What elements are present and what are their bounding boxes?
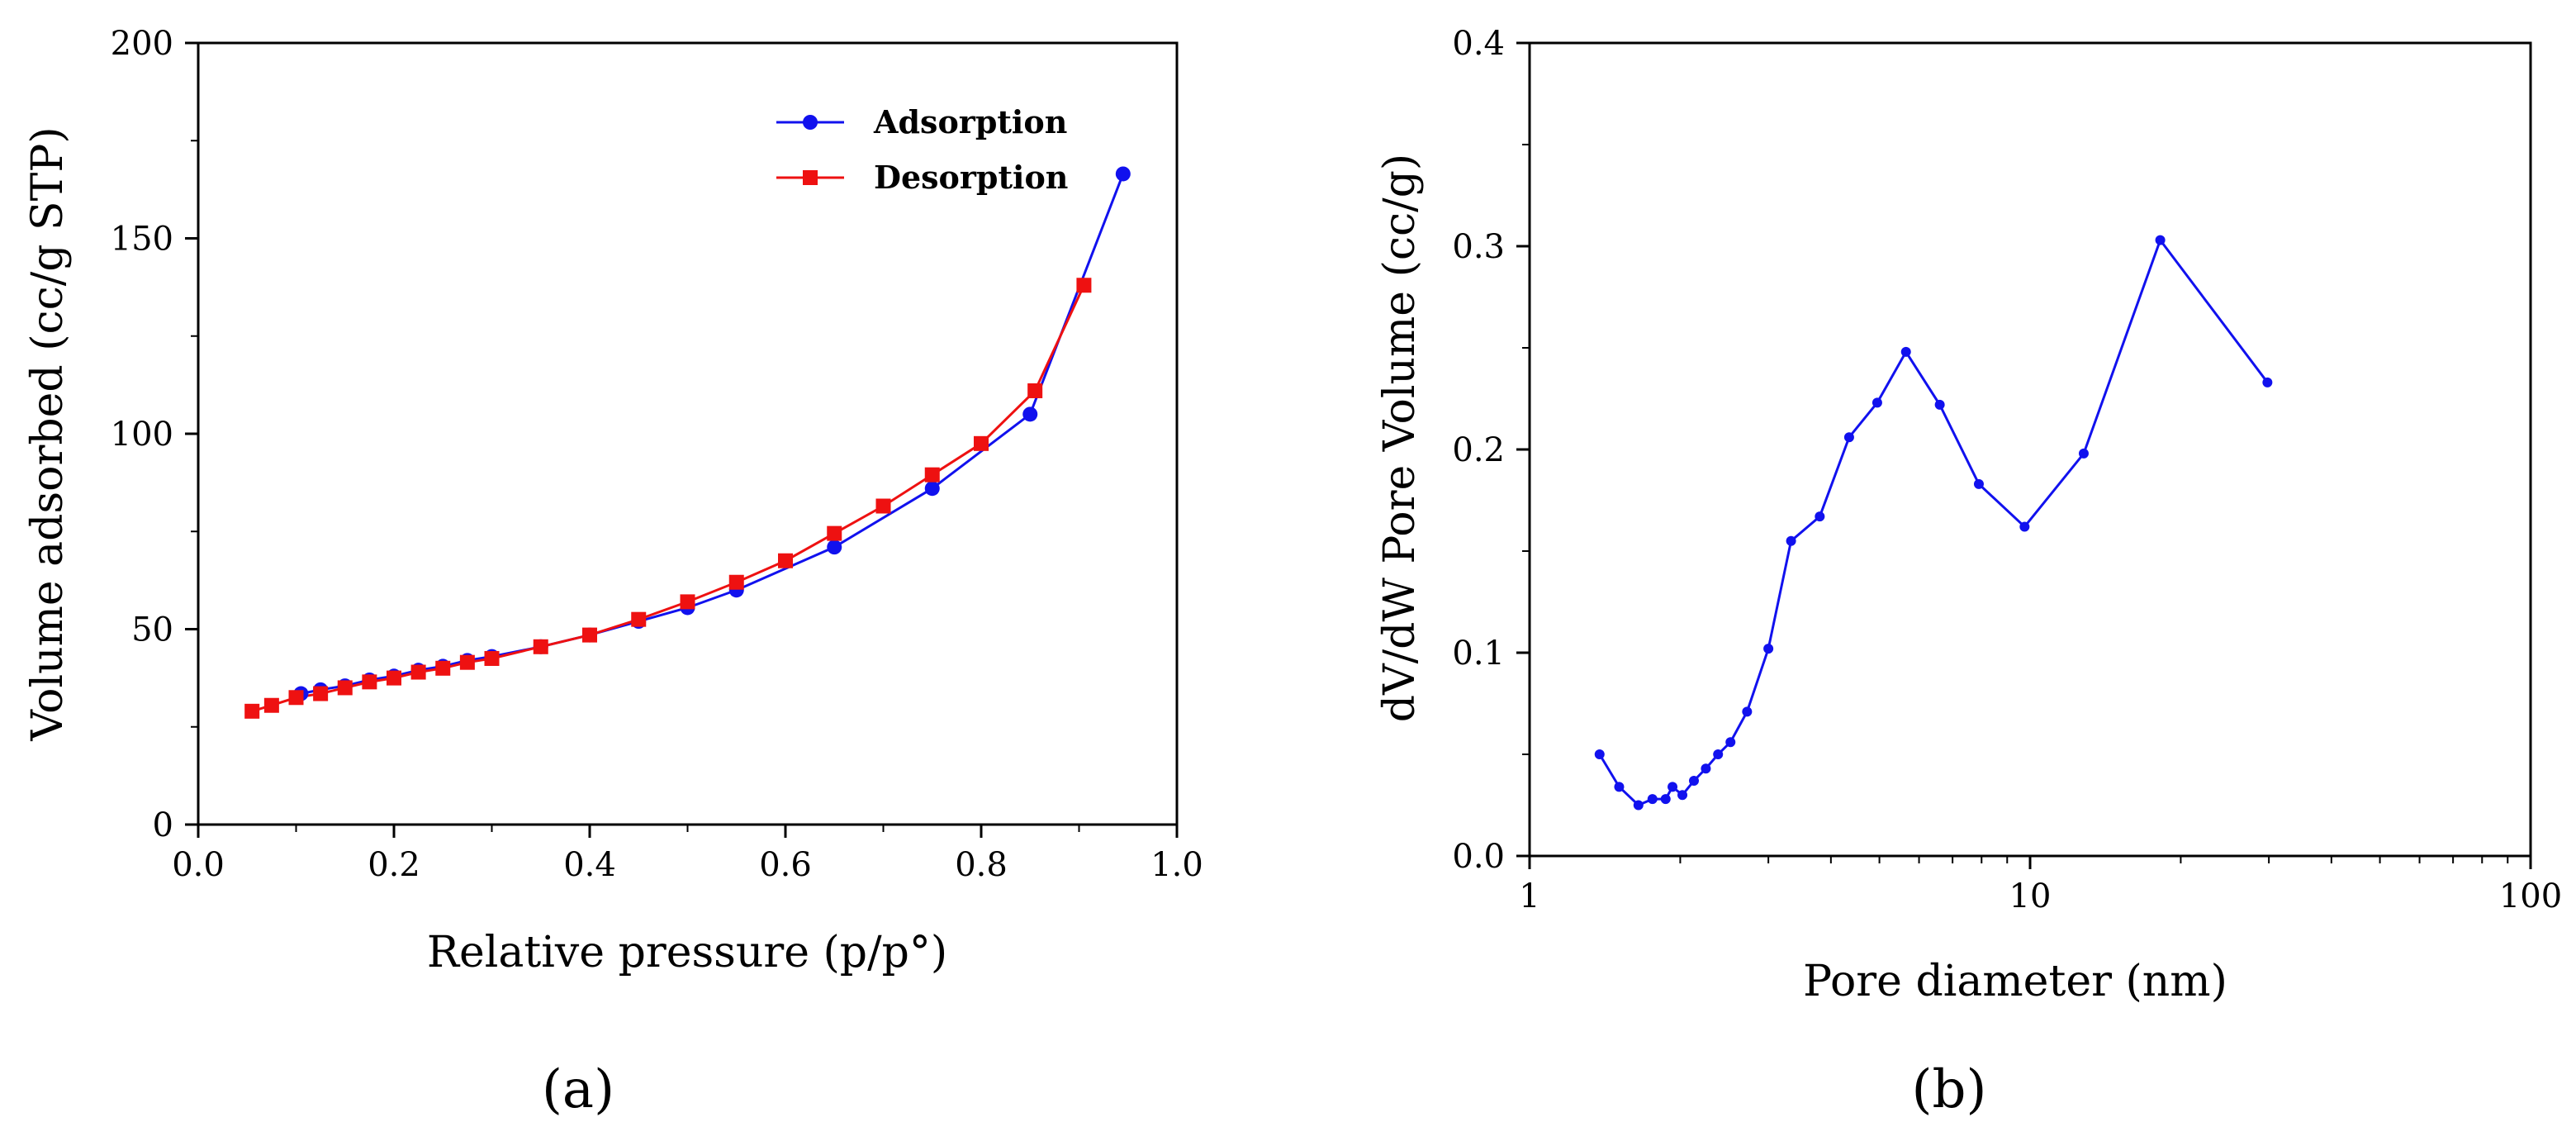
data-point-pore-volume — [1677, 790, 1688, 801]
y-axis-label-a: Volume adsorbed (cc/g STP) — [23, 126, 73, 741]
data-point-desorption — [362, 674, 377, 690]
data-point-desorption — [875, 498, 891, 514]
data-point-pore-volume — [2078, 448, 2089, 459]
y-tick-label-b: 0.4 — [1452, 25, 1505, 63]
x-tick-label-a: 0.2 — [368, 846, 420, 884]
data-point-pore-volume — [2262, 377, 2273, 387]
legend-marker-desorption — [803, 170, 818, 185]
y-tick-label-a: 200 — [111, 25, 173, 63]
x-ticks-a: 0.0 0.2 0.4 0.6 0.8 1.0 — [172, 825, 1203, 884]
legend-a: Adsorption Desorption — [776, 103, 1068, 196]
legend-label-desorption: Desorption — [874, 159, 1068, 196]
data-point-pore-volume — [1713, 749, 1724, 759]
y-tick-label-a: 150 — [111, 221, 173, 259]
data-point-pore-volume — [1668, 782, 1678, 792]
data-point-desorption — [1027, 383, 1043, 398]
legend-marker-adsorption — [803, 115, 818, 130]
data-point-desorption — [313, 686, 329, 701]
x-tick-label-b: 100 — [2499, 877, 2562, 915]
x-tick-label-a: 0.4 — [563, 846, 616, 884]
series-b — [1594, 235, 2273, 811]
data-point-pore-volume — [1594, 749, 1605, 759]
data-point-desorption — [244, 703, 260, 719]
data-point-pore-volume — [1763, 644, 1774, 654]
y-tick-label-a: 0 — [153, 806, 173, 844]
data-point-pore-volume — [1633, 800, 1644, 811]
series-a — [244, 166, 1131, 719]
data-point-desorption — [263, 697, 279, 713]
x-tick-label-b: 10 — [2009, 877, 2052, 915]
data-point-desorption — [337, 680, 353, 696]
y-tick-label-a: 100 — [111, 416, 173, 454]
data-point-desorption — [680, 594, 695, 610]
data-point-pore-volume — [1688, 775, 1699, 786]
data-point-desorption — [288, 690, 304, 706]
y-ticks-a: 0 50 100 150 200 — [111, 25, 198, 844]
caption-a: (a) — [542, 1059, 614, 1120]
data-point-pore-volume — [1973, 478, 1984, 489]
data-point-desorption — [484, 650, 500, 666]
data-point-desorption — [728, 574, 744, 590]
y-axis-label-b: dV/dW Pore Volume (cc/g) — [1375, 154, 1425, 722]
data-point-pore-volume — [1786, 535, 1796, 546]
data-point-pore-volume — [1742, 706, 1753, 717]
data-point-desorption — [435, 660, 451, 676]
data-point-adsorption — [924, 481, 940, 497]
data-point-pore-volume — [2155, 235, 2166, 245]
x-tick-label-b: 1 — [1519, 877, 1539, 915]
data-point-pore-volume — [1872, 397, 1882, 408]
panel-a: 0 50 100 150 200 0.0 0.2 0.4 0.6 0.8 1.0 Adsorpti… — [23, 25, 1203, 1120]
panel-b: 0.0 0.1 0.2 0.3 0.4 1 10 100 Pore diameter (nm… — [1375, 25, 2562, 1120]
caption-b: (b) — [1912, 1059, 1987, 1120]
data-point-adsorption — [827, 540, 842, 555]
x-axis-label-b: Pore diameter (nm) — [1803, 957, 2227, 1006]
x-tick-label-a: 0.6 — [759, 846, 812, 884]
series-line-desorption — [251, 284, 1085, 713]
data-point-desorption — [974, 435, 989, 451]
y-tick-label-b: 0.1 — [1452, 635, 1505, 673]
x-tick-label-a: 0.8 — [955, 846, 1008, 884]
data-point-desorption — [582, 627, 597, 643]
data-point-pore-volume — [1701, 763, 1711, 774]
series-line-adsorption — [301, 173, 1125, 696]
data-point-desorption — [459, 654, 475, 670]
y-tick-label-b: 0.3 — [1452, 228, 1505, 266]
x-axis-label-a: Relative pressure (p/p°) — [427, 928, 947, 977]
data-point-adsorption — [1115, 166, 1131, 182]
series-line-pore-volume — [1598, 237, 2269, 807]
data-point-adsorption — [1022, 406, 1038, 422]
data-point-desorption — [778, 553, 793, 568]
x-ticks-b: 1 10 100 — [1519, 856, 2562, 915]
y-tick-label-a: 50 — [131, 611, 173, 649]
y-tick-label-b: 0.2 — [1452, 431, 1505, 469]
data-point-pore-volume — [1815, 511, 1825, 522]
data-point-desorption — [533, 639, 548, 654]
legend-label-adsorption: Adsorption — [873, 103, 1067, 140]
data-point-desorption — [924, 467, 940, 483]
y-tick-label-b: 0.0 — [1452, 838, 1505, 876]
x-tick-label-a: 0.0 — [172, 846, 225, 884]
data-point-desorption — [387, 670, 401, 686]
data-point-desorption — [1076, 278, 1092, 293]
data-point-pore-volume — [1900, 346, 1911, 357]
data-point-pore-volume — [2019, 521, 2030, 532]
y-ticks-b: 0.0 0.1 0.2 0.3 0.4 — [1452, 25, 1530, 876]
x-tick-label-a: 1.0 — [1150, 846, 1203, 884]
data-point-pore-volume — [1660, 794, 1671, 805]
data-point-pore-volume — [1725, 737, 1736, 748]
data-point-pore-volume — [1843, 432, 1854, 443]
plot-area-b — [1528, 41, 2532, 858]
data-point-desorption — [631, 611, 647, 627]
data-point-pore-volume — [1934, 399, 1945, 410]
data-point-desorption — [827, 525, 842, 541]
data-point-desorption — [410, 664, 426, 680]
data-point-pore-volume — [1614, 782, 1625, 792]
data-point-pore-volume — [1647, 794, 1658, 805]
